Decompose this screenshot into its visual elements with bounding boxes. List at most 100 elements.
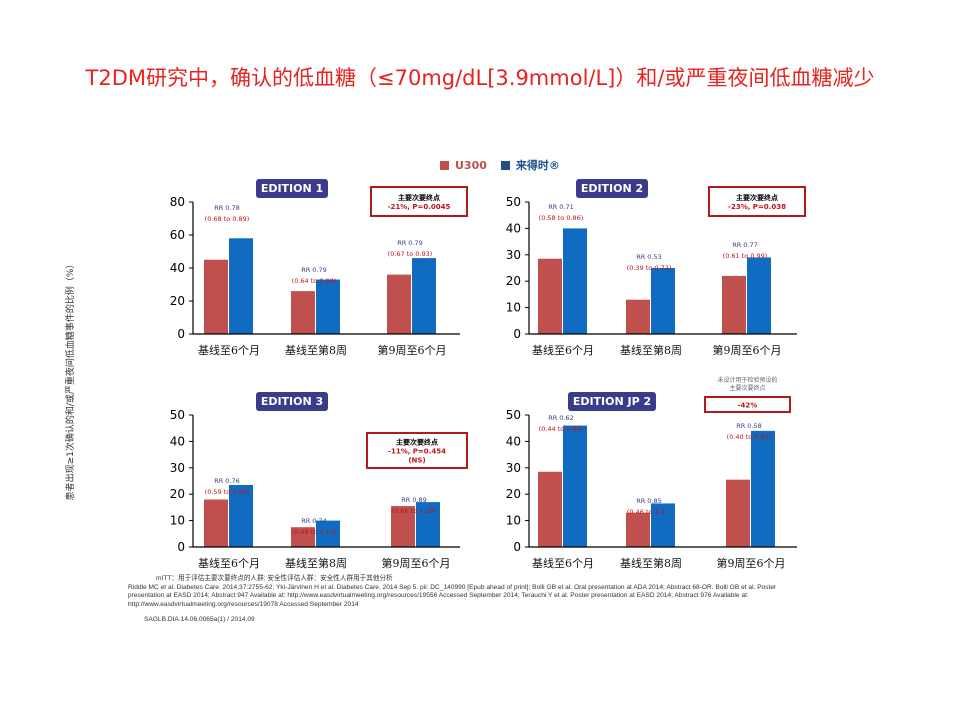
page-title: T2DM研究中，确认的低血糖（≤70mg/dL[3.9mmol/L]）和/或严重… — [85, 66, 875, 90]
c2-ytick-label: 20 — [506, 274, 521, 288]
c1-endpoint-box — [370, 186, 468, 217]
c4-endpoint-note: 未设计用于检验预设的 — [717, 376, 777, 384]
c2-bar-u300 — [626, 299, 650, 334]
c1-rr-label: RR 0.79 — [397, 239, 423, 247]
c3-bar-lantus — [229, 484, 253, 547]
c4-bar-u300 — [538, 471, 562, 547]
c4-category-label: 基线至6个月 — [532, 556, 594, 570]
c2-ytick-label: 0 — [513, 327, 521, 341]
c3-category-label: 第9周至6个月 — [382, 556, 451, 570]
c3-rr-label: RR 0.76 — [214, 477, 240, 485]
footnote-mitt: mITT：用于评估主要次要终点的人群; 安全性评估人群：安全性人群用于其他分析 — [156, 575, 393, 582]
c4-edition-label: EDITION JP 2 — [573, 395, 651, 408]
c4-rr-label: RR 0.58 — [736, 422, 762, 430]
c1-rr-label: RR 0.79 — [301, 266, 327, 274]
c1-bar-lantus — [229, 238, 253, 334]
c3-ytick-label: 10 — [170, 514, 185, 528]
legend-swatch-u300 — [440, 160, 449, 170]
c3-category-label: 基线至第8周 — [285, 556, 347, 570]
c4-bar-u300 — [726, 479, 750, 547]
c3-bar-u300 — [291, 527, 315, 547]
c4-bar-lantus — [751, 430, 775, 547]
c1-edition-label: EDITION 1 — [261, 182, 323, 195]
c3-category-label: 基线至6个月 — [198, 556, 260, 570]
c4-bar-u300 — [626, 512, 650, 547]
c4-endpoint-note: 主要次要终点 — [729, 384, 765, 392]
chart-legend: U300 来得时® — [440, 157, 560, 173]
c2-rr-label: RR 0.71 — [548, 203, 574, 211]
c2-bar-u300 — [538, 258, 562, 334]
c4-ci-label: (0.44 to 0.88) — [539, 425, 584, 433]
c4-endpoint-text: -42% — [738, 402, 758, 410]
c3-ci-label: (0.48 to 1.13) — [292, 528, 337, 536]
c2-bar-lantus — [563, 228, 587, 334]
c3-endpoint-text: (NS) — [408, 457, 425, 465]
c1-bar-u300 — [387, 274, 411, 334]
c2-endpoint-text: -23%, P=0.038 — [728, 203, 786, 211]
c2-bar-u300 — [722, 275, 746, 334]
c2-bar-lantus — [651, 268, 675, 334]
c4-ci-label: (0.40 to 0.85) — [727, 433, 772, 441]
legend-swatch-lantus — [500, 160, 510, 170]
c1-category-label: 第9周至6个月 — [378, 343, 447, 357]
c4-ytick-label: 30 — [506, 461, 521, 475]
c1-endpoint-text: -21%, P=0.0045 — [388, 203, 451, 211]
c4-ytick-label: 50 — [506, 408, 521, 422]
c3-ytick-label: 30 — [170, 461, 185, 475]
c3-edition-badge — [256, 392, 328, 411]
c2-edition-label: EDITION 2 — [581, 182, 643, 195]
c4-bar-lantus — [651, 503, 675, 547]
c2-endpoint-box — [708, 186, 806, 217]
c1-ci-label: (0.68 to 0.89) — [205, 215, 250, 223]
c1-rr-label: RR 0.78 — [214, 204, 240, 212]
c3-ytick-label: 40 — [170, 434, 185, 448]
c4-ci-label: (0.46 to 1.5... — [627, 508, 671, 516]
c3-bar-u300 — [391, 506, 415, 547]
c2-edition-badge — [576, 179, 648, 198]
c2-ytick-label: 50 — [506, 195, 521, 209]
c2-ci-label: (0.39 to 0.72) — [627, 264, 672, 272]
c2-category-label: 基线至6个月 — [532, 343, 594, 357]
c3-ci-label: (0.59 to 0.99) — [205, 488, 250, 496]
c3-endpoint-text: -11%, P=0.454 — [388, 448, 446, 456]
c4-rr-label: RR 0.62 — [548, 414, 574, 422]
c3-bar-lantus — [416, 502, 440, 547]
c4-category-label: 第9周至6个月 — [717, 556, 786, 570]
c3-endpoint-text: 主要次要终点 — [396, 438, 438, 447]
c1-ytick-label: 60 — [170, 228, 185, 242]
c3-rr-label: RR 0.89 — [401, 496, 427, 504]
c1-edition-badge — [256, 179, 328, 198]
c1-ytick-label: 40 — [170, 261, 185, 275]
c2-endpoint-text: 主要次要终点 — [736, 193, 778, 202]
c3-rr-label: RR 0.74 — [301, 517, 327, 525]
c4-ytick-label: 10 — [506, 514, 521, 528]
c1-category-label: 基线至第8周 — [285, 343, 347, 357]
c2-rr-label: RR 0.53 — [636, 253, 662, 261]
document-id: SAGLB.DIA.14.06.0065a(1) / 2014.09 — [144, 616, 255, 624]
c3-ytick-label: 50 — [170, 408, 185, 422]
c1-ytick-label: 80 — [170, 195, 185, 209]
c4-rr-label: RR 0.85 — [636, 497, 662, 505]
footnote-references: Riddle MC et al. Diabetes Care. 2014;37:… — [128, 583, 777, 608]
c4-category-label: 基线至第8周 — [620, 556, 682, 570]
c2-ytick-label: 10 — [506, 301, 521, 315]
c2-ci-label: (0.58 to 0.86) — [539, 214, 584, 222]
c3-bar-lantus — [316, 520, 340, 547]
c3-ytick-label: 20 — [170, 487, 185, 501]
c4-endpoint-box — [704, 396, 791, 413]
c2-rr-label: RR 0.77 — [732, 241, 758, 249]
legend-label-lantus: 来得时® — [515, 159, 560, 172]
c2-ytick-label: 30 — [506, 248, 521, 262]
c4-ytick-label: 0 — [513, 540, 521, 554]
c3-ci-label: (0.66 to 1.20) — [392, 507, 437, 515]
c2-ci-label: (0.61 to 0.99) — [723, 252, 768, 260]
c1-endpoint-text: 主要次要终点 — [398, 193, 440, 202]
legend-label-u300: U300 — [455, 158, 487, 172]
c3-bar-u300 — [204, 499, 228, 547]
c3-edition-label: EDITION 3 — [261, 395, 323, 408]
c1-ci-label: (0.64 to 0.98) — [292, 277, 337, 285]
c1-category-label: 基线至6个月 — [198, 343, 260, 357]
c4-ytick-label: 40 — [506, 434, 521, 448]
c2-bar-lantus — [747, 257, 771, 334]
